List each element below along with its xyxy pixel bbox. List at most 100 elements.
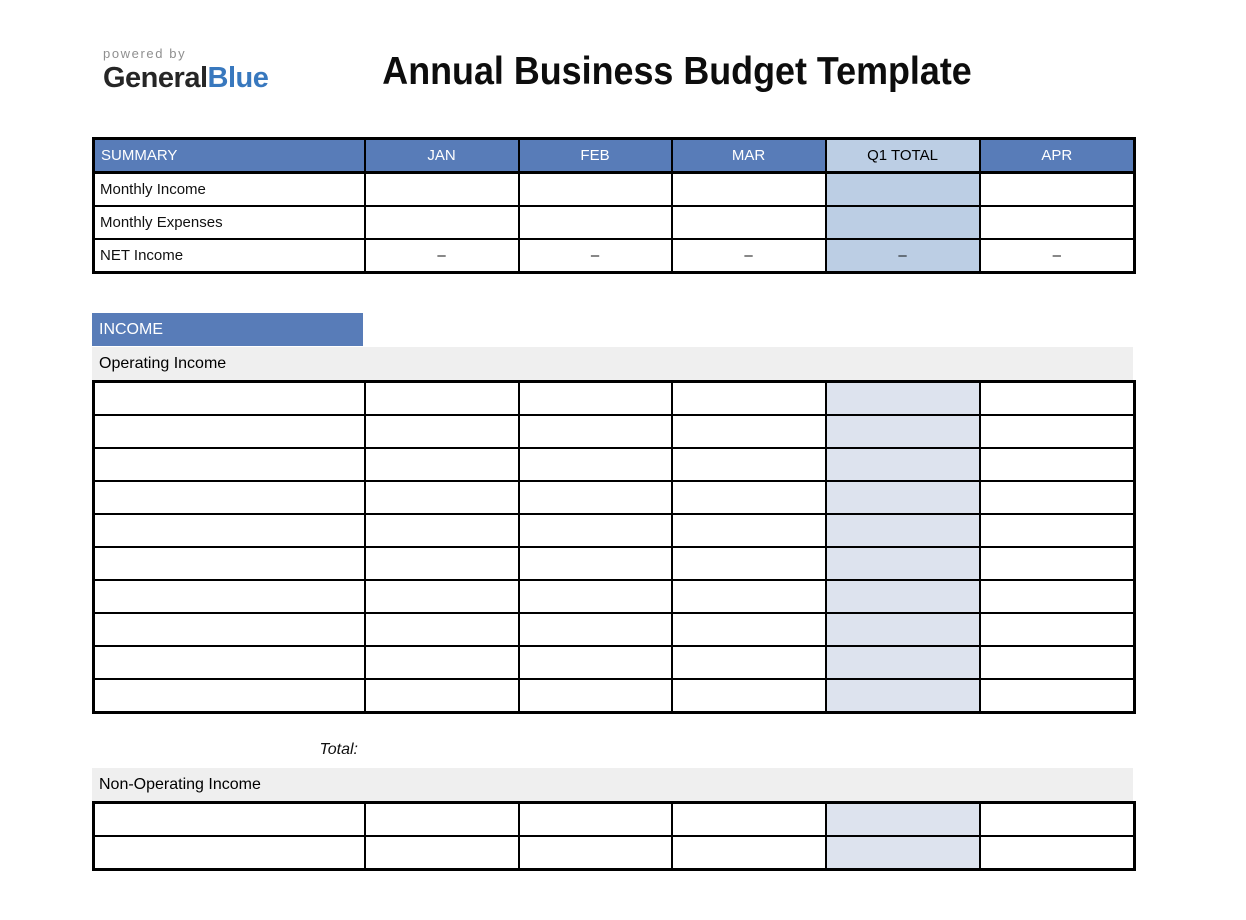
grid-cell[interactable]	[670, 678, 827, 714]
summary-value-cell-q1[interactable]	[824, 205, 981, 240]
grid-cell[interactable]	[92, 678, 366, 714]
grid-cell[interactable]	[363, 480, 520, 515]
grid-cell[interactable]	[824, 645, 981, 680]
table-row	[92, 546, 1136, 581]
grid-cell[interactable]	[92, 414, 366, 449]
grid-cell[interactable]	[978, 612, 1136, 647]
grid-cell[interactable]	[824, 835, 981, 871]
grid-cell[interactable]	[670, 380, 827, 416]
grid-cell[interactable]	[978, 801, 1136, 837]
summary-value-cell[interactable]	[670, 205, 827, 240]
grid-cell[interactable]	[824, 612, 981, 647]
grid-cell[interactable]	[517, 801, 673, 837]
summary-value-cell[interactable]	[363, 171, 520, 207]
summary-value-cell[interactable]	[517, 171, 673, 207]
summary-value-cell[interactable]	[363, 205, 520, 240]
table-row	[92, 612, 1136, 647]
table-row	[92, 480, 1136, 515]
summary-value-cell[interactable]: –	[517, 238, 673, 274]
grid-cell[interactable]	[824, 380, 981, 416]
operating-income-label: Operating Income	[92, 347, 1133, 380]
summary-value-cell-q1[interactable]: –	[824, 238, 981, 274]
non-operating-income-label: Non-Operating Income	[92, 768, 1133, 801]
grid-cell[interactable]	[363, 579, 520, 614]
summary-value-cell[interactable]: –	[363, 238, 520, 274]
summary-row-label: Monthly Income	[92, 171, 366, 207]
summary-value-cell[interactable]	[978, 205, 1136, 240]
grid-cell[interactable]	[363, 835, 520, 871]
grid-cell[interactable]	[978, 513, 1136, 548]
grid-cell[interactable]	[363, 546, 520, 581]
grid-cell[interactable]	[824, 678, 981, 714]
grid-cell[interactable]	[517, 835, 673, 871]
table-row	[92, 380, 1136, 416]
grid-cell[interactable]	[978, 380, 1136, 416]
grid-cell[interactable]	[92, 546, 366, 581]
grid-cell[interactable]	[92, 513, 366, 548]
grid-cell[interactable]	[92, 380, 366, 416]
grid-cell[interactable]	[92, 447, 366, 482]
grid-cell[interactable]	[363, 678, 520, 714]
grid-cell[interactable]	[824, 513, 981, 548]
summary-value-cell[interactable]	[517, 205, 673, 240]
grid-cell[interactable]	[670, 414, 827, 449]
grid-cell[interactable]	[92, 645, 366, 680]
grid-cell[interactable]	[670, 612, 827, 647]
grid-cell[interactable]	[824, 546, 981, 581]
summary-header-cell: SUMMARY	[92, 137, 366, 174]
grid-cell[interactable]	[363, 513, 520, 548]
grid-cell[interactable]	[517, 678, 673, 714]
grid-cell[interactable]	[363, 414, 520, 449]
summary-value-cell-q1[interactable]	[824, 171, 981, 207]
grid-cell[interactable]	[824, 801, 981, 837]
grid-cell[interactable]	[824, 480, 981, 515]
grid-cell[interactable]	[824, 447, 981, 482]
summary-header-row: SUMMARY JAN FEB MAR Q1 TOTAL APR	[92, 137, 1136, 174]
grid-cell[interactable]	[517, 579, 673, 614]
grid-cell[interactable]	[517, 414, 673, 449]
grid-cell[interactable]	[670, 513, 827, 548]
summary-value-cell[interactable]	[670, 171, 827, 207]
grid-cell[interactable]	[978, 447, 1136, 482]
summary-value-cell[interactable]	[978, 171, 1136, 207]
summary-row-label: Monthly Expenses	[92, 205, 366, 240]
grid-cell[interactable]	[517, 447, 673, 482]
grid-cell[interactable]	[363, 612, 520, 647]
grid-cell[interactable]	[670, 835, 827, 871]
grid-cell[interactable]	[92, 835, 366, 871]
summary-header-cell: APR	[978, 137, 1136, 174]
grid-cell[interactable]	[978, 835, 1136, 871]
grid-cell[interactable]	[363, 380, 520, 416]
grid-cell[interactable]	[92, 579, 366, 614]
grid-cell[interactable]	[92, 801, 366, 837]
grid-cell[interactable]	[978, 645, 1136, 680]
table-row	[92, 513, 1136, 548]
grid-cell[interactable]	[978, 546, 1136, 581]
grid-cell[interactable]	[517, 612, 673, 647]
grid-cell[interactable]	[978, 480, 1136, 515]
grid-cell[interactable]	[670, 447, 827, 482]
grid-cell[interactable]	[517, 380, 673, 416]
grid-cell[interactable]	[92, 480, 366, 515]
grid-cell[interactable]	[670, 480, 827, 515]
summary-value-cell[interactable]: –	[670, 238, 827, 274]
grid-cell[interactable]	[824, 579, 981, 614]
grid-cell[interactable]	[824, 414, 981, 449]
grid-cell[interactable]	[92, 612, 366, 647]
grid-cell[interactable]	[517, 513, 673, 548]
grid-cell[interactable]	[670, 801, 827, 837]
grid-cell[interactable]	[670, 546, 827, 581]
grid-cell[interactable]	[363, 447, 520, 482]
summary-value-cell[interactable]: –	[978, 238, 1136, 274]
grid-cell[interactable]	[978, 579, 1136, 614]
grid-cell[interactable]	[670, 579, 827, 614]
table-row	[92, 801, 1136, 837]
grid-cell[interactable]	[670, 645, 827, 680]
grid-cell[interactable]	[517, 546, 673, 581]
grid-cell[interactable]	[517, 480, 673, 515]
grid-cell[interactable]	[363, 801, 520, 837]
grid-cell[interactable]	[978, 414, 1136, 449]
grid-cell[interactable]	[978, 678, 1136, 714]
grid-cell[interactable]	[517, 645, 673, 680]
grid-cell[interactable]	[363, 645, 520, 680]
